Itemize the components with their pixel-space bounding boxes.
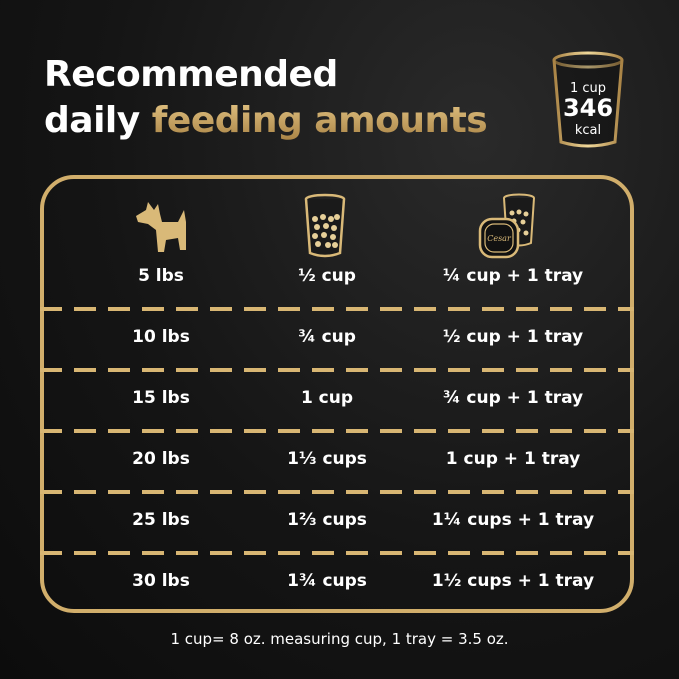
row-divider xyxy=(40,368,634,372)
row-divider xyxy=(40,429,634,433)
svg-text:Cesar: Cesar xyxy=(487,234,512,243)
weight-cell: 10 lbs xyxy=(132,327,190,347)
dry-food-cell: 1¾ cups xyxy=(287,571,367,591)
dry-food-cell: 1⅓ cups xyxy=(287,449,367,469)
mixed-food-cell: 1 cup + 1 tray xyxy=(445,449,581,469)
mixed-food-cell: 1¼ cups + 1 tray xyxy=(431,510,595,530)
mixed-food-cell: ¼ cup + 1 tray xyxy=(442,266,584,286)
page-title: Recommended daily feeding amounts xyxy=(44,54,488,141)
weight-cell: 20 lbs xyxy=(132,449,190,469)
feeding-table-panel xyxy=(40,175,634,613)
row-divider xyxy=(40,307,634,311)
mixed-food-cell: ¾ cup + 1 tray xyxy=(442,388,584,408)
row-divider xyxy=(40,551,634,555)
dry-food-cell: 1⅔ cups xyxy=(287,510,367,530)
footnote: 1 cup= 8 oz. measuring cup, 1 tray = 3.5… xyxy=(170,630,509,648)
table-row: 20 lbs 1⅓ cups 1 cup + 1 tray xyxy=(40,449,638,479)
weight-cell: 15 lbs xyxy=(132,388,190,408)
dry-food-cell: ½ cup xyxy=(298,266,356,286)
mixed-food-cell: ½ cup + 1 tray xyxy=(442,327,584,347)
table-row: 10 lbs ¾ cup ½ cup + 1 tray xyxy=(40,327,638,357)
dog-icon xyxy=(136,202,186,252)
measuring-cup-icon xyxy=(552,51,624,148)
tray-and-cup-icon: Cesar xyxy=(478,193,535,259)
weight-cell: 25 lbs xyxy=(132,510,190,530)
table-row: 25 lbs 1⅔ cups 1¼ cups + 1 tray xyxy=(40,510,638,540)
mixed-food-cell: 1½ cups + 1 tray xyxy=(431,571,595,591)
weight-cell: 30 lbs xyxy=(132,571,190,591)
weight-cell: 5 lbs xyxy=(138,266,184,286)
table-row: 5 lbs ½ cup ¼ cup + 1 tray xyxy=(40,266,638,296)
dry-food-cell: 1 cup xyxy=(300,388,354,408)
kibble-cup-icon xyxy=(304,193,346,258)
dry-food-cell: ¾ cup xyxy=(298,327,356,347)
table-row: 30 lbs 1¾ cups 1½ cups + 1 tray xyxy=(40,571,638,601)
table-row: 15 lbs 1 cup ¾ cup + 1 tray xyxy=(40,388,638,418)
calorie-cup-badge: 1 cup 346 kcal xyxy=(548,50,628,150)
row-divider xyxy=(40,490,634,494)
